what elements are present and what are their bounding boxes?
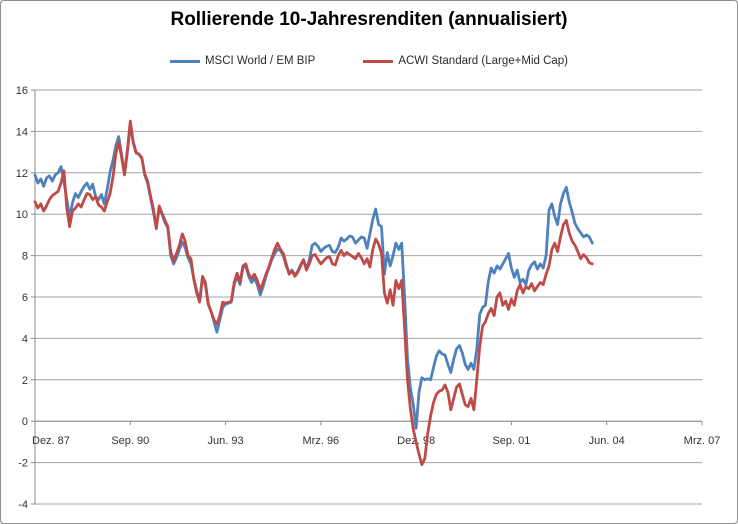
x-tick-label: Jun. 93 xyxy=(208,435,244,447)
y-tick-label: 8 xyxy=(22,251,28,263)
legend-item-msci[interactable]: MSCI World / EM BIP xyxy=(169,55,316,67)
legend-label-acwi: ACWI Standard (Large+Mid Cap) xyxy=(398,55,569,67)
legend-item-acwi[interactable]: ACWI Standard (Large+Mid Cap) xyxy=(363,55,568,67)
legend-line-swatch-msci xyxy=(169,59,200,63)
x-tick-label: Mrz. 07 xyxy=(684,435,721,447)
legend-line-swatch-acwi xyxy=(363,59,394,63)
y-tick-label: 2 xyxy=(22,375,28,387)
y-tick-label: 6 xyxy=(22,292,28,304)
y-tick-label: 4 xyxy=(22,333,28,345)
series-line-acwi xyxy=(33,119,594,467)
y-tick-label: -2 xyxy=(18,458,28,470)
y-tick-label: -4 xyxy=(18,499,28,511)
x-tick-label: Dez. 87 xyxy=(32,435,70,447)
legend: MSCI World / EM BIP ACWI Standard (Large… xyxy=(1,55,737,67)
y-tick-label: 10 xyxy=(16,209,28,221)
series-line-msci xyxy=(33,122,594,430)
x-tick-label: Sep. 01 xyxy=(492,435,530,447)
x-tick-label: Jun. 04 xyxy=(589,435,625,447)
y-tick-label: 0 xyxy=(22,416,28,428)
chart-title: Rollierende 10-Jahresrenditen (annualisi… xyxy=(170,9,568,30)
y-tick-label: 12 xyxy=(16,168,28,180)
legend-label-msci: MSCI World / EM BIP xyxy=(204,55,316,67)
y-tick-label: 16 xyxy=(16,85,28,97)
x-tick-label: Mrz. 96 xyxy=(303,435,340,447)
x-tick-label: Sep. 90 xyxy=(111,435,149,447)
y-tick-label: 14 xyxy=(16,126,28,138)
